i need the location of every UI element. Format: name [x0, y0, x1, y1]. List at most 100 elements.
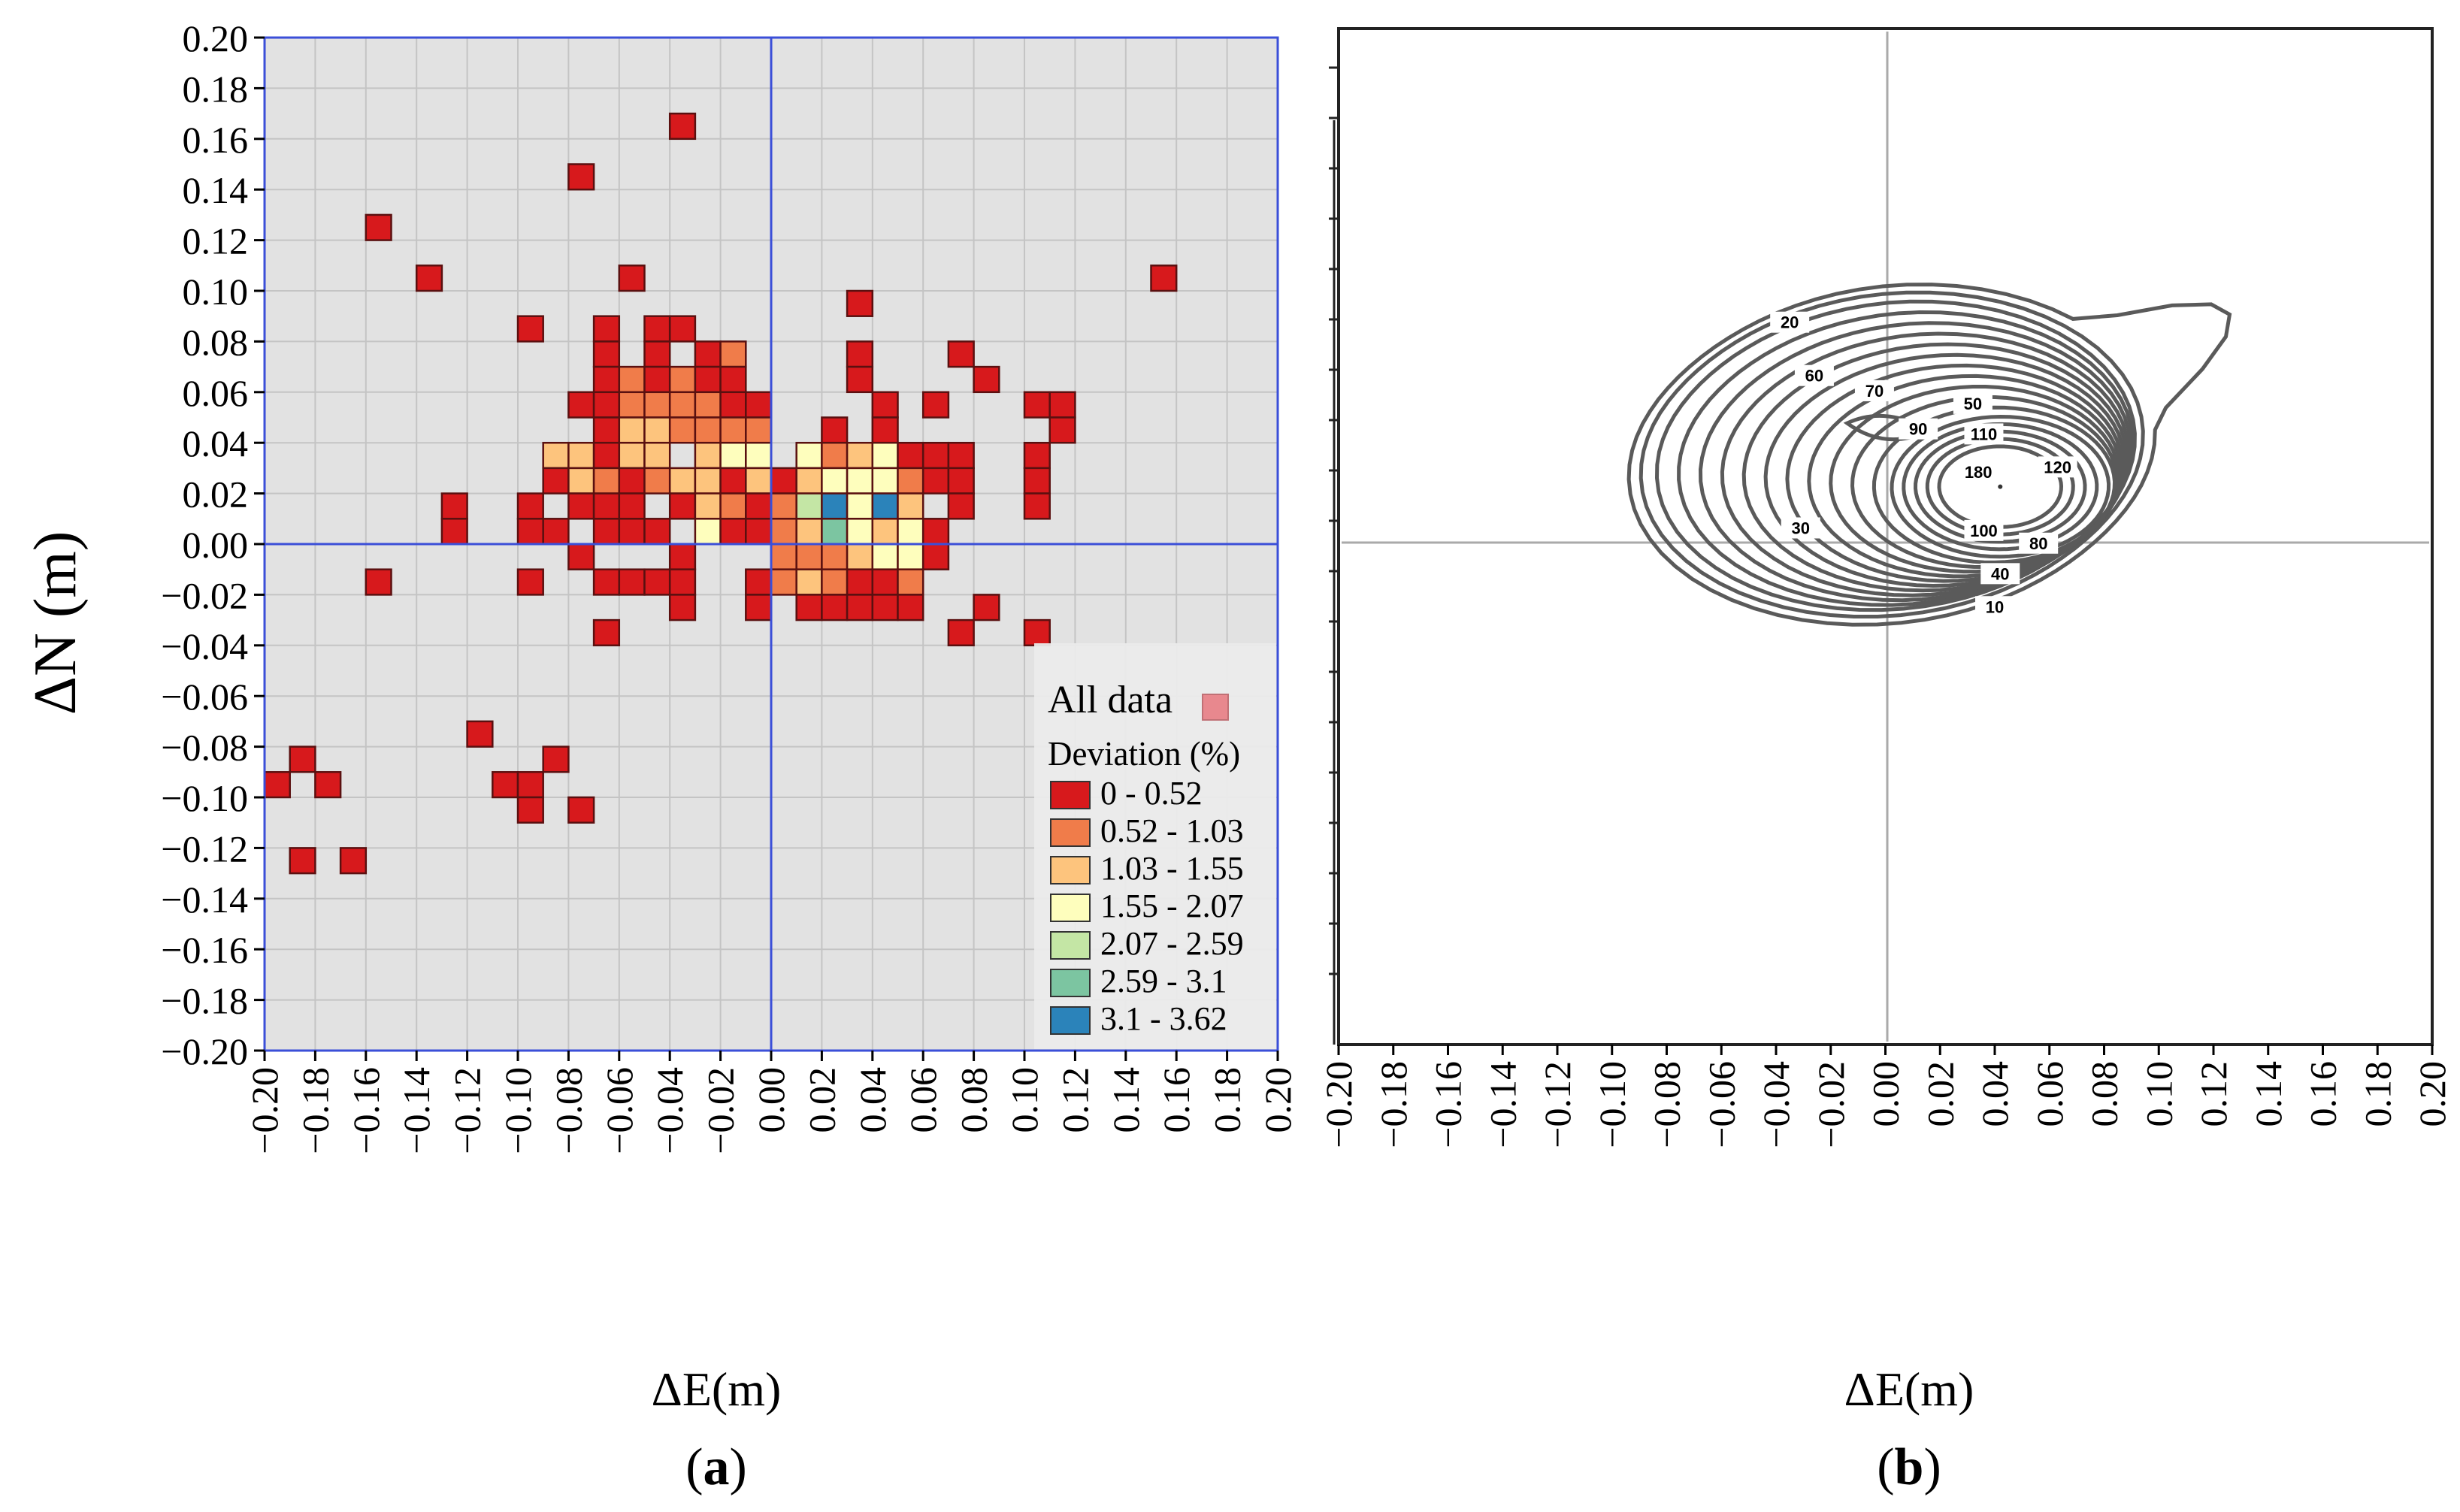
heatmap-cell — [973, 365, 1000, 394]
contour-label-backing — [1959, 461, 1999, 483]
panel-b-x-axis-title: ΔE(m) — [1844, 1362, 1974, 1416]
heatmap-cell — [745, 467, 773, 494]
panel-b-left-ticks — [1329, 66, 1339, 1045]
heatmap-cell — [871, 492, 899, 520]
y-tick-label: 0.00 — [183, 524, 249, 566]
heatmap-cell — [643, 441, 671, 470]
heatmap-cell — [668, 315, 697, 343]
y-tick-label: −0.18 — [161, 980, 248, 1022]
x-tick-label: 0.10 — [1003, 1067, 1045, 1133]
x-tick-label: −0.20 — [1318, 1061, 1360, 1148]
heatmap-cell — [643, 518, 671, 546]
panel-a-caption-close: ) — [730, 1438, 747, 1496]
panel-b-caption-letter: b — [1895, 1438, 1924, 1496]
contour-line — [1871, 405, 2117, 564]
heatmap-cell — [440, 492, 468, 520]
x-tick-label: −0.16 — [1427, 1061, 1469, 1148]
x-tick-label: −0.04 — [649, 1067, 691, 1154]
panel-b-plot-frame — [1337, 27, 2434, 1046]
y-tick-label: 0.06 — [183, 372, 249, 414]
contour-label-backing — [1781, 517, 1820, 539]
heatmap-cell — [719, 340, 747, 368]
panel-b-contour-labels: 20 60 70 50 90 110 180 120 30 100 80 40 10 — [1770, 311, 2077, 618]
heatmap-cell — [694, 467, 722, 494]
heatmap-cell — [770, 543, 797, 570]
heatmap-cell — [821, 543, 849, 570]
heatmap-cell — [492, 771, 519, 799]
heatmap-cell — [846, 365, 874, 394]
panel-a-y-ticks: 0.20 0.18 0.16 0.14 0.12 0.10 0.08 0.06 0.04 0.02… — [161, 17, 265, 1072]
heatmap-cell — [516, 568, 544, 596]
x-tick-label: −0.08 — [1646, 1061, 1688, 1148]
heatmap-cell — [821, 416, 849, 444]
heatmap-cell — [516, 518, 544, 546]
contour-line — [1925, 437, 2075, 537]
heatmap-cell — [770, 467, 797, 494]
legend-deviation-title: Deviation (%) — [1048, 735, 1240, 773]
heatmap-cell — [415, 265, 443, 292]
heatmap-cell — [694, 441, 722, 470]
peak-marker — [1998, 484, 2003, 489]
heatmap-cell — [821, 518, 849, 546]
heatmap-cell — [770, 492, 797, 520]
y-tick-label: −0.12 — [161, 827, 248, 869]
y-tick-label: −0.10 — [161, 777, 248, 819]
x-tick-label: −0.14 — [1481, 1061, 1524, 1148]
heatmap-cell — [1023, 441, 1051, 470]
heatmap-cell — [592, 492, 621, 520]
heatmap-cell — [897, 543, 924, 570]
legend-class-label: 2.07 - 2.59 — [1100, 925, 1244, 962]
legend-class-label: 2.59 - 3.1 — [1100, 963, 1227, 999]
panel-b-contour: 20 60 70 50 90 110 180 120 30 100 80 40 10 −0.20 −0.1… — [1318, 27, 2453, 1496]
y-tick-label: 0.18 — [183, 68, 249, 110]
x-tick-label: −0.18 — [1372, 1061, 1415, 1148]
contour-label-backing — [1899, 418, 1938, 440]
x-tick-label: 0.20 — [1257, 1067, 1299, 1133]
heatmap-cell — [694, 416, 722, 444]
heatmap-cell — [897, 441, 924, 470]
heatmap-cell — [567, 467, 595, 494]
heatmap-cell — [871, 416, 899, 444]
y-tick-label: 0.12 — [183, 220, 249, 262]
x-tick-label: 0.08 — [953, 1067, 995, 1133]
x-tick-label: −0.06 — [598, 1067, 640, 1154]
heatmap-cell — [643, 340, 671, 368]
x-tick-label: 0.02 — [800, 1067, 843, 1133]
heatmap-cell — [668, 416, 697, 444]
contour-label-backing — [2038, 456, 2077, 478]
heatmap-cell — [668, 568, 697, 596]
heatmap-cell — [719, 441, 747, 470]
heatmap-cell — [947, 441, 975, 470]
heatmap-cell — [643, 315, 671, 343]
heatmap-cell — [618, 492, 646, 520]
heatmap-cell — [592, 618, 621, 647]
x-tick-label: 0.04 — [1974, 1061, 2016, 1127]
heatmap-cell — [1023, 391, 1051, 419]
heatmap-cell — [314, 771, 342, 799]
heatmap-cell — [592, 391, 621, 419]
panel-a-x-ticks: −0.20 −0.18 −0.16 −0.14 −0.12 −0.10 −0.08 −0.06… — [244, 1051, 1299, 1154]
heatmap-cell — [846, 467, 874, 494]
heatmap-cell — [719, 518, 747, 546]
x-tick-label: 0.00 — [750, 1067, 792, 1133]
contour-label: 60 — [1805, 367, 1823, 386]
x-tick-label: −0.02 — [700, 1067, 742, 1154]
contour-label-backing — [1975, 596, 2014, 618]
heatmap-cell — [846, 492, 874, 520]
heatmap-cell — [921, 543, 950, 570]
heatmap-cell — [821, 594, 849, 621]
y-tick-label: 0.14 — [183, 169, 249, 211]
heatmap-cell — [1023, 492, 1051, 520]
panel-b-x-ticks: −0.20 −0.18 −0.16 −0.14 −0.12 −0.10 −0.08 −0.06… — [1318, 1045, 2453, 1148]
heatmap-cell — [592, 365, 621, 394]
x-tick-label: −0.12 — [446, 1067, 489, 1154]
contour-label: 30 — [1791, 519, 1809, 537]
heatmap-cell — [795, 568, 823, 596]
heatmap-cell — [643, 391, 671, 419]
contour-label-backing — [1953, 392, 1993, 414]
x-tick-label: −0.10 — [1591, 1061, 1633, 1148]
heatmap-cell — [592, 340, 621, 368]
contour-label-backing — [1770, 311, 1810, 333]
heatmap-cell — [618, 265, 646, 292]
